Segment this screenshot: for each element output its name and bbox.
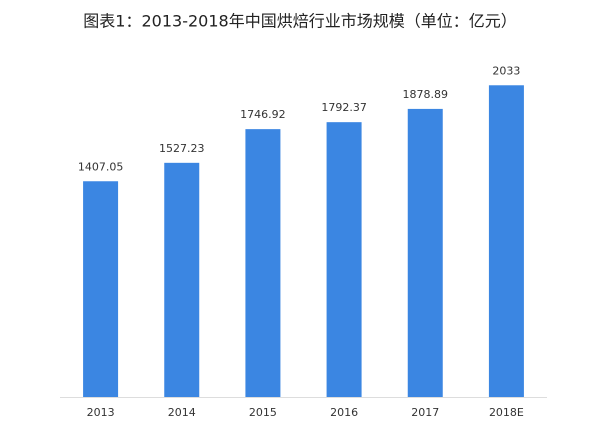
x-tick-label: 2018E: [489, 406, 524, 419]
bar: [488, 85, 524, 398]
value-label: 2033: [492, 64, 520, 77]
bar: [407, 108, 443, 397]
value-label: 1792.37: [321, 101, 367, 114]
value-label: 1746.92: [240, 108, 286, 121]
chart-title: 图表1：2013-2018年中国烘焙行业市场规模（单位：亿元）: [83, 12, 516, 31]
x-tick-label: 2016: [330, 406, 358, 419]
bar: [326, 122, 362, 398]
value-label: 1878.89: [403, 88, 449, 101]
value-label: 1527.23: [159, 142, 205, 155]
value-label: 1407.05: [78, 160, 124, 173]
x-tick-label: 2014: [168, 406, 196, 419]
x-tick-label: 2015: [249, 406, 277, 419]
x-tick-label: 2017: [411, 406, 439, 419]
x-tick-label: 2013: [87, 406, 115, 419]
bar: [164, 162, 200, 397]
bar: [83, 181, 119, 397]
bar: [245, 129, 281, 398]
